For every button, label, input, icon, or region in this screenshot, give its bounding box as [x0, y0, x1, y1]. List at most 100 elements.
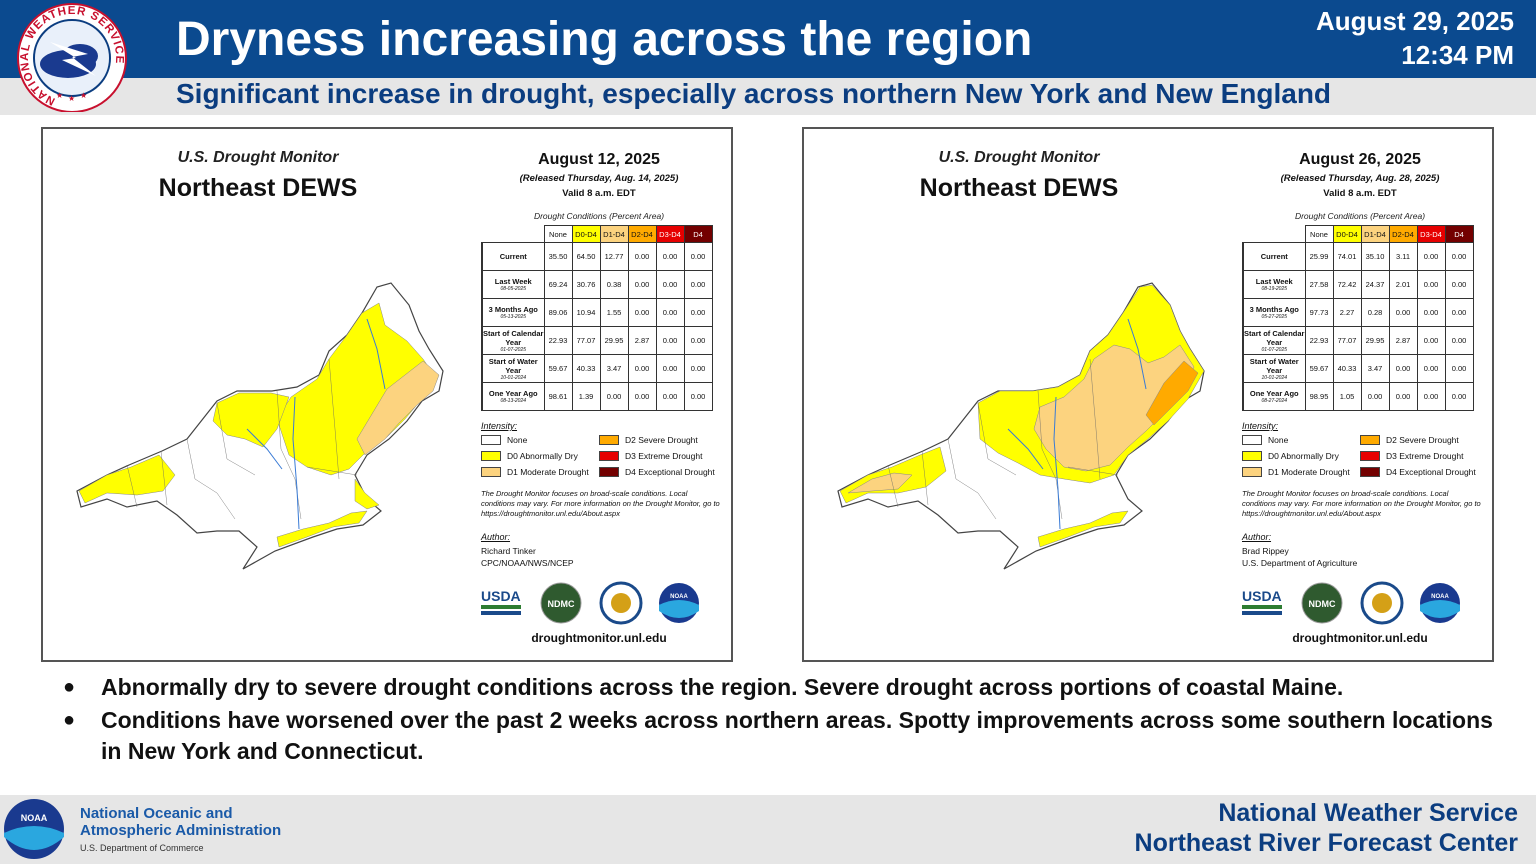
- svg-text:★: ★: [68, 94, 75, 103]
- d1-area-western-ny: [847, 472, 913, 494]
- table-cell: 0.00: [1444, 242, 1474, 271]
- author-name: Richard Tinker: [481, 546, 536, 556]
- header-band: [0, 0, 1536, 78]
- source-url: droughtmonitor.unl.edu: [1292, 631, 1428, 645]
- table-cell: 1.39: [571, 382, 601, 411]
- table-cell: 35.10: [1360, 242, 1390, 271]
- partner-logos: USDA NDMC NOAA: [1242, 581, 1460, 625]
- table-cell: 97.73: [1304, 298, 1334, 327]
- table-cell: 0.00: [683, 242, 713, 271]
- table-caption: Drought Conditions (Percent Area): [533, 211, 665, 221]
- table-cell: 29.95: [599, 326, 629, 355]
- report-date: August 26, 2025: [1299, 151, 1421, 168]
- legend-item: D1 Moderate Drought: [481, 467, 589, 477]
- drought-map-panel-aug-12: U.S. Drought Monitor Northeast DEWS: [41, 127, 733, 662]
- table-cell: 2.87: [627, 326, 657, 355]
- table-cell: 0.00: [683, 382, 713, 411]
- commerce-seal-logo: [599, 581, 643, 625]
- legend-swatch: [1360, 467, 1380, 477]
- legend-item: D3 Extreme Drought: [599, 451, 702, 461]
- drought-stats-table: None D0-D4 D1-D4 D2-D4 D3-D4 D4 Current …: [481, 225, 713, 411]
- table-cell: 0.00: [655, 382, 685, 411]
- legend-item: D0 Abnormally Dry: [481, 451, 578, 461]
- report-date: August 12, 2025: [538, 151, 660, 168]
- release-date: (Released Thursday, Aug. 28, 2025): [1280, 173, 1440, 184]
- bullet-dot-icon: ●: [63, 709, 76, 731]
- drought-stats-sidebar: August 26, 2025 (Released Thursday, Aug.…: [1240, 129, 1490, 659]
- table-cell: 0.00: [655, 242, 685, 271]
- partner-logos: USDA NDMC NOAA: [481, 581, 699, 625]
- table-row: One Year Ago 08-27-2024 98.95 1.05 0.00 0…: [1242, 382, 1474, 411]
- table-cell: 0.00: [1416, 270, 1446, 299]
- table-cell: 0.00: [627, 354, 657, 383]
- table-cell: 59.67: [1304, 354, 1334, 383]
- table-row: Last Week 08-05-2025 69.24 30.76 0.38 0.0…: [481, 270, 713, 299]
- table-cell: 25.99: [1304, 242, 1334, 271]
- table-cell: 0.00: [1444, 270, 1474, 299]
- table-cell: 3.47: [599, 354, 629, 383]
- column-header: D3-D4: [1416, 225, 1446, 243]
- column-header: D4: [1444, 225, 1474, 243]
- legend-item: D2 Severe Drought: [599, 435, 698, 445]
- legend-swatch: [599, 467, 619, 477]
- svg-text:★: ★: [56, 91, 63, 100]
- summary-bullets: ● Abnormally dry to severe drought condit…: [60, 672, 1500, 769]
- drought-monitor-note: The Drought Monitor focuses on broad-sca…: [1242, 489, 1481, 518]
- legend-item: D0 Abnormally Dry: [1242, 451, 1339, 461]
- legend-swatch: [481, 435, 501, 445]
- commerce-seal-logo: [1360, 581, 1404, 625]
- table-cell: 0.00: [627, 242, 657, 271]
- table-cell: 0.00: [1444, 298, 1474, 327]
- table-cell: 3.11: [1388, 242, 1418, 271]
- drought-stats-table: None D0-D4 D1-D4 D2-D4 D3-D4 D4 Current …: [1242, 225, 1474, 411]
- release-date: (Released Thursday, Aug. 14, 2025): [519, 173, 679, 184]
- table-cell: 30.76: [571, 270, 601, 299]
- table-cell: 3.47: [1360, 354, 1390, 383]
- row-label: Start of Calendar Year 01-07-2025: [1242, 326, 1306, 355]
- page-title: Dryness increasing across the region: [176, 13, 1033, 66]
- column-header: D2-D4: [627, 225, 657, 243]
- noaa-footer-logo: NOAA: [4, 799, 64, 859]
- table-cell: 89.06: [543, 298, 573, 327]
- valid-time: Valid 8 a.m. EDT: [562, 188, 636, 199]
- d2-area-coastal-maine: [1145, 360, 1199, 426]
- d0-area-long-island: [276, 510, 368, 548]
- svg-text:★: ★: [80, 91, 87, 100]
- author-org: U.S. Department of Agriculture: [1242, 558, 1358, 568]
- table-cell: 74.01: [1332, 242, 1362, 271]
- svg-text:USDA: USDA: [481, 588, 521, 604]
- bullet-dot-icon: ●: [63, 676, 76, 698]
- table-row: Start of Calendar Year 01-07-2025 22.93 7…: [1242, 326, 1474, 355]
- table-cell: 2.01: [1388, 270, 1418, 299]
- drought-map-panel-aug-26: U.S. Drought Monitor Northeast DEWS Augu…: [802, 127, 1494, 662]
- d0-area-northern-ny: [212, 392, 290, 448]
- bullet-item: ● Conditions have worsened over the past …: [63, 707, 1493, 764]
- table-cell: 0.00: [627, 382, 657, 411]
- usda-logo: USDA: [1242, 588, 1282, 615]
- d0-area-long-island: [1037, 510, 1129, 548]
- intensity-heading: Intensity:: [481, 421, 518, 431]
- northeast-drought-map: [837, 282, 1205, 570]
- svg-text:NOAA: NOAA: [21, 813, 48, 823]
- table-cell: 22.93: [543, 326, 573, 355]
- column-header: None: [543, 225, 573, 243]
- table-cell: 0.00: [1360, 382, 1390, 411]
- noaa-logo: NOAA: [1420, 583, 1460, 623]
- issue-date: August 29, 2025: [1316, 6, 1514, 36]
- table-cell: 0.00: [627, 298, 657, 327]
- row-label: Last Week 08-05-2025: [481, 270, 545, 299]
- table-cell: 0.00: [1444, 326, 1474, 355]
- row-label: Last Week 08-19-2025: [1242, 270, 1306, 299]
- footer-office: Northeast River Forecast Center: [1134, 829, 1518, 857]
- table-row: Start of Water Year 10-01-2024 59.67 40.3…: [481, 354, 713, 383]
- column-header: D4: [683, 225, 713, 243]
- ndmc-logo: NDMC: [540, 582, 582, 624]
- row-label: 3 Months Ago 05-13-2025: [481, 298, 545, 327]
- d1-area-coastal-maine: [356, 360, 440, 456]
- table-cell: 77.07: [1332, 326, 1362, 355]
- table-cell: 0.00: [1444, 382, 1474, 411]
- svg-text:USDA: USDA: [1242, 588, 1282, 604]
- column-header: None: [1304, 225, 1334, 243]
- table-cell: 35.50: [543, 242, 573, 271]
- table-cell: 0.00: [599, 382, 629, 411]
